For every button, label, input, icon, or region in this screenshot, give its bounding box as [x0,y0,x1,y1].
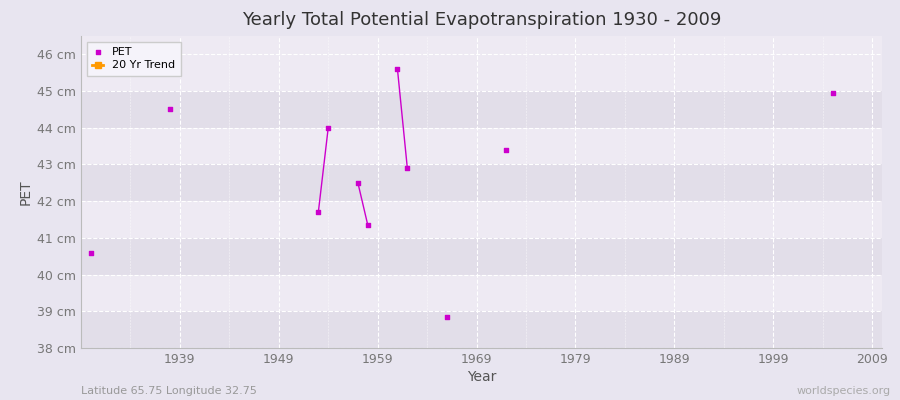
PET [163,106,177,113]
PET [391,66,405,72]
PET [351,180,365,186]
Bar [81,164,882,201]
X-axis label: Year: Year [467,370,496,384]
Y-axis label: PET: PET [19,179,33,205]
Legend: PET, 20 Yr Trend: PET, 20 Yr Trend [86,42,181,76]
PET [361,222,375,228]
Bar [81,91,882,128]
Bar [81,128,882,164]
PET [400,165,415,171]
PET [321,124,336,131]
PET [499,146,513,153]
Text: Latitude 65.75 Longitude 32.75: Latitude 65.75 Longitude 32.75 [81,386,256,396]
Bar [81,274,882,311]
Bar [81,54,882,91]
PET [825,90,840,96]
Bar [81,311,882,348]
PET [311,209,326,215]
Title: Yearly Total Potential Evapotranspiration 1930 - 2009: Yearly Total Potential Evapotranspiratio… [242,11,721,29]
PET [84,249,98,256]
Text: worldspecies.org: worldspecies.org [796,386,891,396]
PET [440,314,454,320]
Bar [81,238,882,274]
Bar [81,201,882,238]
